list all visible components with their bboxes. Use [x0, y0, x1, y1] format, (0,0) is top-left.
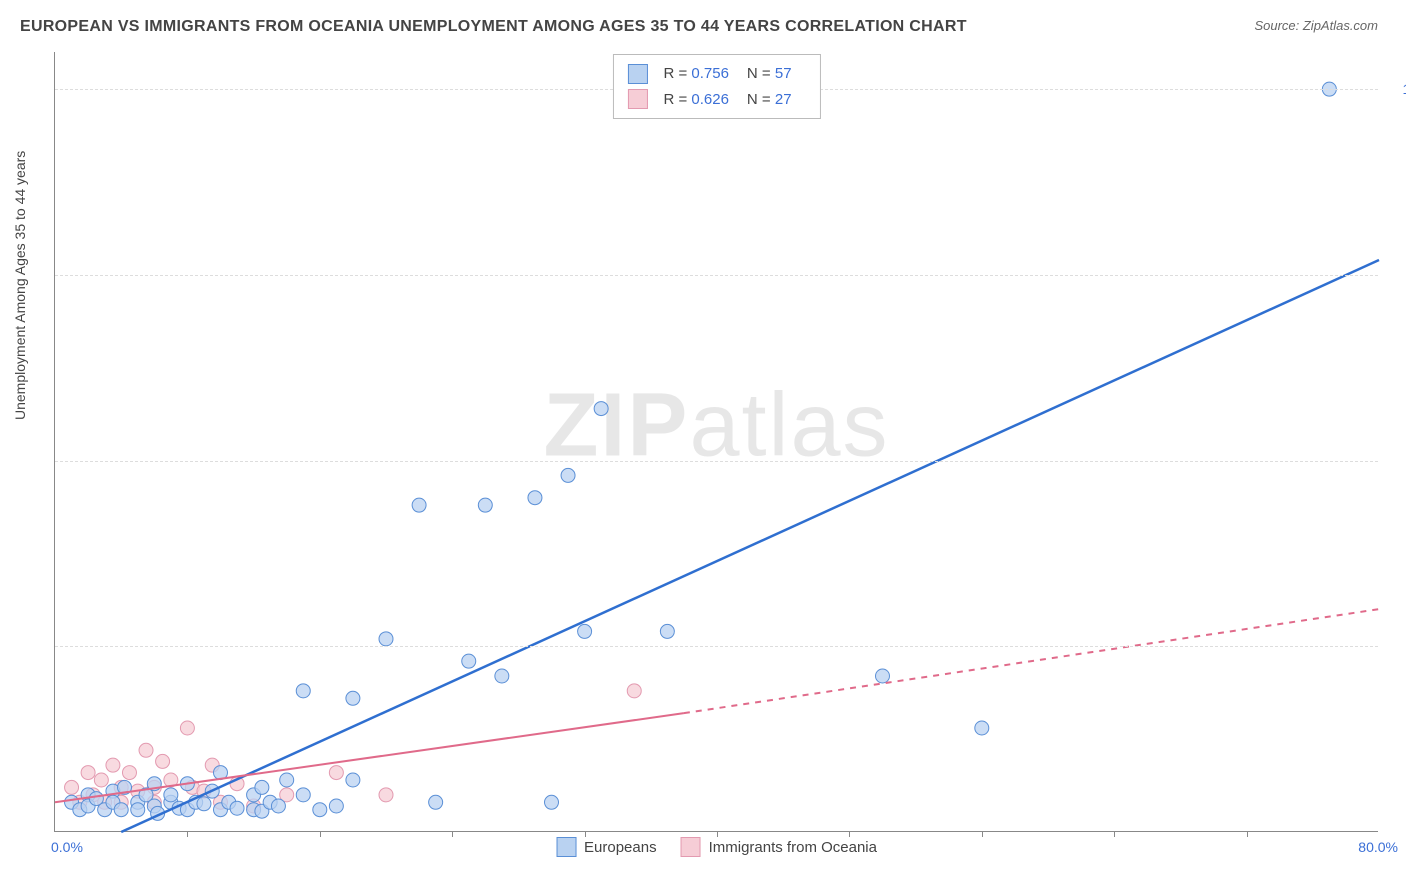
chart-container: ZIPatlas R = 0.756N = 57 R = 0.626N = 27… — [54, 52, 1378, 832]
r-value-europeans: 0.756 — [691, 65, 729, 82]
swatch-europeans — [627, 64, 647, 84]
source-attribution: Source: ZipAtlas.com — [1254, 18, 1378, 33]
y-axis-label: Unemployment Among Ages 35 to 44 years — [12, 151, 28, 420]
x-origin-label: 0.0% — [51, 839, 83, 855]
n-value-europeans: 57 — [775, 65, 792, 82]
y-tick-label: 100.0% — [1403, 81, 1406, 97]
scatter-plot — [55, 52, 1378, 831]
legend-row: R = 0.756N = 57 — [627, 61, 805, 87]
plot-area: ZIPatlas R = 0.756N = 57 R = 0.626N = 27… — [54, 52, 1378, 832]
source-prefix: Source: — [1254, 18, 1302, 33]
x-max-label: 80.0% — [1358, 839, 1398, 855]
r-value-oceania: 0.626 — [691, 91, 729, 108]
legend-label: Europeans — [584, 839, 657, 856]
source-name: ZipAtlas.com — [1303, 18, 1378, 33]
swatch-oceania — [681, 837, 701, 857]
legend-item: Immigrants from Oceania — [681, 837, 877, 857]
legend-row: R = 0.626N = 27 — [627, 87, 805, 113]
correlation-legend: R = 0.756N = 57 R = 0.626N = 27 — [612, 54, 820, 119]
legend-item: Europeans — [556, 837, 657, 857]
chart-title: EUROPEAN VS IMMIGRANTS FROM OCEANIA UNEM… — [20, 18, 967, 36]
n-value-oceania: 27 — [775, 91, 792, 108]
swatch-europeans — [556, 837, 576, 857]
series-legend: Europeans Immigrants from Oceania — [556, 837, 877, 857]
swatch-oceania — [627, 89, 647, 109]
legend-label: Immigrants from Oceania — [709, 839, 877, 856]
